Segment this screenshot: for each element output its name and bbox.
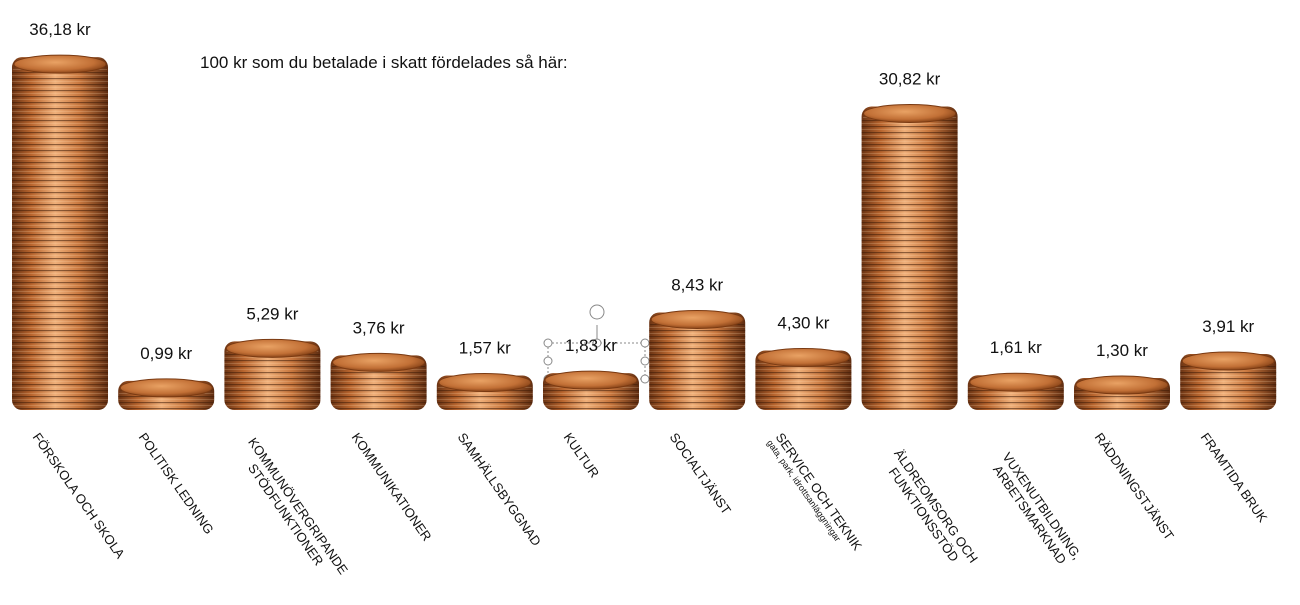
coin-face: [439, 374, 531, 392]
coin-face: [864, 104, 956, 122]
value-label: 3,91 kr: [1202, 317, 1254, 336]
value-label: 5,29 kr: [246, 304, 298, 323]
value-label: 30,82 kr: [879, 69, 941, 88]
value-label: 0,99 kr: [140, 344, 192, 363]
coin-edges: [12, 63, 108, 410]
value-label: 3,76 kr: [353, 318, 405, 337]
coin-face: [545, 371, 637, 389]
coin-edges: [862, 112, 958, 410]
value-label: 4,30 kr: [777, 313, 829, 332]
coin-face: [651, 310, 743, 328]
chart-title: 100 kr som du betalade i skatt fördelade…: [200, 53, 568, 72]
coin-face: [1182, 352, 1274, 370]
coin-face: [226, 339, 318, 357]
value-label: 8,43 kr: [671, 275, 723, 294]
value-label: 1,61 kr: [990, 338, 1042, 357]
coin-face: [333, 353, 425, 371]
coin-face: [1076, 376, 1168, 394]
value-label: 1,83 kr: [565, 336, 617, 355]
value-label: 1,30 kr: [1096, 341, 1148, 360]
coin-face: [757, 348, 849, 366]
coin-edges: [649, 318, 745, 410]
value-label: 36,18 kr: [29, 20, 91, 39]
coin-face: [970, 373, 1062, 391]
coin-face: [14, 55, 106, 73]
coin-face: [120, 379, 212, 397]
value-label: 1,57 kr: [459, 339, 511, 358]
page: 100 kr som du betalade i skatt fördelade…: [0, 0, 1300, 605]
